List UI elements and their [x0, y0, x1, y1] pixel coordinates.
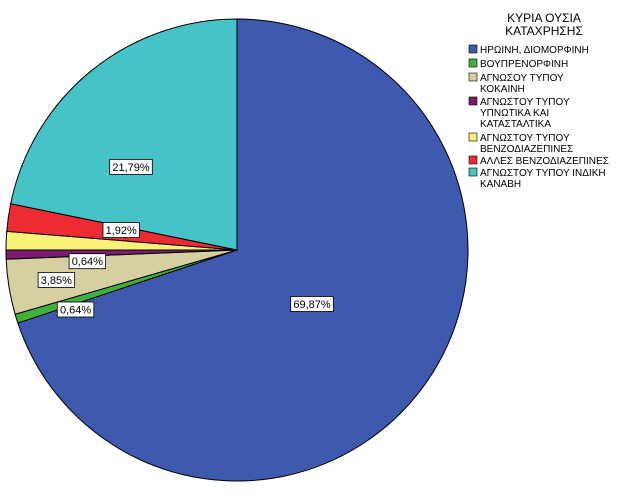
data-label-βουπρενορφινη: 0,64% [56, 301, 95, 318]
legend-swatch [468, 132, 478, 142]
legend-label: ΒΕΝΖΟΔΙΑΖΕΠΙΝΕΣ [480, 144, 573, 155]
legend-label: ΚΟΚΑΙΝΗ [480, 84, 525, 95]
pie-data-labels: 69,87%0,64%3,85%0,64%1,92%21,79% [37, 158, 334, 318]
legend-label: ΑΓΝΩΣΟΥ ΤΥΠΟΥ [480, 73, 564, 84]
legend-item-βουπρενορφινη: ΒΟΥΠΡΕΝΟΡΦΙΝΗ [468, 58, 568, 70]
legend-swatch [468, 44, 478, 54]
legend-swatch [468, 96, 478, 106]
pie-slice-ηρωινη-διομορφινη [17, 18, 469, 482]
legend-item-αλλες-βενζοδιαζεπινες: ΑΛΛΕΣ ΒΕΝΖΟΔΙΑΖΕΠΙΝΕΣ [468, 155, 609, 167]
legend-swatch [468, 155, 478, 165]
data-label-box [290, 296, 334, 312]
data-label-text: 0,64% [60, 305, 91, 317]
legend-title: ΚΑΤΑΧΡΗΣΗΣ [505, 24, 583, 38]
legend-label: ΥΠΝΩΤΙΚΑ ΚΑΙ [480, 108, 549, 119]
data-label-text: 69,87% [293, 299, 331, 311]
data-label-box [102, 222, 140, 239]
legend-label: ΑΛΛΕΣ ΒΕΝΖΟΔΙΑΖΕΠΙΝΕΣ [480, 156, 609, 167]
legend-swatch [468, 167, 478, 177]
data-label-box [68, 253, 106, 270]
data-label-text: 21,79% [112, 162, 150, 174]
legend-label: ΒΟΥΠΡΕΝΟΡΦΙΝΗ [480, 59, 568, 70]
data-label-αγνωσου-τυπου-κοκαινη: 3,85% [37, 271, 75, 288]
data-label-box [109, 158, 153, 175]
data-label-text: 1,92% [106, 225, 137, 237]
pie-slice-αγνωστου-τυπου-ινδικη-καναβη [10, 18, 238, 251]
legend-label: ΚΑΤΑΣΤΑΛΤΙΚΑ [480, 119, 551, 130]
legend-label: ΑΓΝΩΣΤΟΥ ΤΥΠΟΥ ΙΝΔΙΚΗ [480, 168, 606, 179]
data-label-ηρωινη-διομορφινη: 69,87% [290, 296, 334, 312]
legend-swatch [468, 58, 478, 68]
data-label-text: 0,64% [72, 256, 103, 268]
legend-item-ηρωινη-διομορφινη: ΗΡΩΙΝΗ, ΔΙΟΜΟΡΦΙΝΗ [468, 44, 589, 56]
data-label-αγνωστου-τυπου-υπνωτικα-και-κατασταλτικα: 0,64% [68, 253, 106, 270]
legend-label: ΑΓΝΩΣΤΟΥ ΤΥΠΟΥ [480, 97, 570, 108]
data-label-text: 3,85% [41, 275, 72, 287]
legend-label: ΑΓΝΩΣΤΟΥ ΤΥΠΟΥ [480, 133, 570, 144]
data-label-αγνωστου-τυπου-ινδικη-καναβη: 21,79% [109, 158, 153, 175]
legend-swatch [468, 72, 478, 82]
data-label-box [56, 301, 95, 318]
legend-title: ΚΥΡΙΑ ΟΥΣΙΑ [507, 11, 581, 25]
data-label-αλλες-βενζοδιαζεπινες: 1,92% [102, 222, 140, 239]
legend-label: ΗΡΩΙΝΗ, ΔΙΟΜΟΡΦΙΝΗ [480, 45, 589, 56]
pie-slices [5, 18, 469, 482]
legend-label: ΚΑΝΑΒΗ [480, 179, 521, 190]
data-label-box [37, 271, 75, 288]
